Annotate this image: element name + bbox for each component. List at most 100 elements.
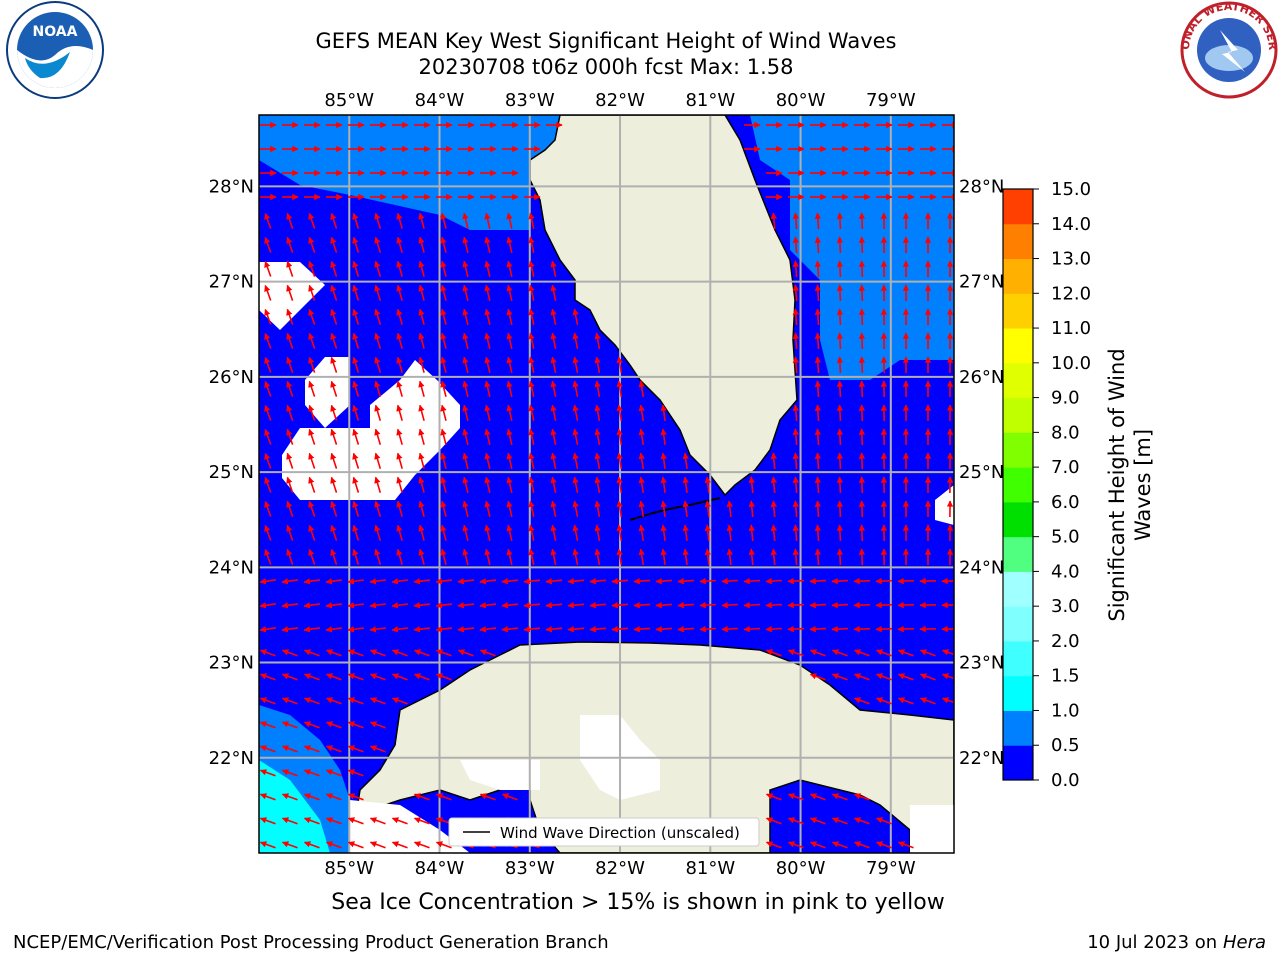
wind-arrow	[765, 817, 782, 825]
wind-arrow	[281, 721, 298, 729]
wind-arrow	[501, 793, 518, 801]
wind-arrow	[699, 577, 717, 585]
wind-arrow	[941, 697, 954, 704]
colorbar-segment	[1003, 571, 1033, 607]
wind-arrow	[264, 548, 272, 565]
wind-arrow	[396, 332, 403, 349]
wind-arrow	[440, 236, 447, 253]
wind-arrow	[853, 841, 870, 849]
wind-arrow	[308, 332, 316, 349]
lon-label-bottom: 81°W	[685, 858, 735, 879]
wind-arrow	[484, 524, 491, 541]
wind-arrow	[369, 626, 387, 633]
wind-arrow	[655, 625, 673, 633]
wind-arrow	[462, 524, 469, 541]
wind-arrow	[616, 476, 623, 494]
wind-arrow	[374, 260, 382, 277]
wind-arrow	[875, 697, 892, 705]
wind-arrow	[792, 332, 800, 350]
wind-arrow	[347, 649, 364, 657]
wind-arrow	[770, 500, 777, 518]
wind-arrow	[391, 673, 408, 681]
lat-label-left: 25°N	[209, 462, 254, 483]
axis-labels: 85°W 85°W 84°W 84°W 83°W 83°W 82°W 82°W 81°W 81°W…	[209, 90, 1005, 879]
wind-arrow	[374, 452, 382, 469]
wind-arrow	[264, 524, 272, 541]
wind-arrow	[814, 452, 822, 470]
wind-arrow	[352, 284, 360, 301]
wind-arrow	[572, 404, 579, 422]
wind-arrow	[330, 212, 338, 229]
wind-arrow	[765, 625, 783, 633]
wind-arrow	[726, 524, 733, 542]
wind-arrow	[660, 500, 667, 518]
wind-arrow	[418, 452, 425, 469]
chart-title: GEFS MEAN Key West Significant Height of…	[315, 29, 897, 53]
wind-arrow	[638, 476, 645, 494]
lon-label-top: 82°W	[595, 90, 645, 111]
wind-arrow	[374, 236, 382, 253]
wind-arrow	[264, 428, 272, 445]
wind-arrow	[528, 260, 535, 277]
wind-arrow	[506, 356, 513, 373]
wind-arrow	[462, 212, 469, 229]
wind-arrow	[875, 601, 893, 609]
colorbar-segment	[1003, 223, 1033, 260]
wind-arrow	[440, 356, 447, 373]
wind-arrow	[611, 626, 629, 633]
wind-arrow	[462, 548, 469, 565]
lat-label-left: 27°N	[209, 272, 254, 293]
wind-arrow	[325, 817, 342, 825]
wind-arrow	[418, 284, 425, 301]
wind-arrow	[440, 500, 447, 517]
wind-arrow	[836, 332, 844, 350]
wind-arrow	[721, 625, 739, 633]
wind-arrow	[484, 212, 491, 229]
lat-label-left: 22°N	[209, 748, 254, 769]
wind-arrow	[418, 260, 425, 277]
wind-arrow	[836, 476, 844, 494]
wind-arrow	[572, 524, 579, 542]
wind-arrow	[396, 260, 403, 277]
colorbar-tick-label: 5.0	[1051, 527, 1080, 548]
wind-arrow	[594, 428, 601, 446]
wind-arrow	[286, 404, 294, 421]
wind-arrow	[699, 601, 717, 609]
wind-arrow	[440, 404, 447, 421]
wind-arrow	[286, 524, 294, 541]
wind-arrow	[572, 452, 579, 470]
noaa-logo-text: NOAA	[33, 24, 78, 40]
wind-arrow	[479, 602, 497, 609]
lon-label-top: 84°W	[415, 90, 465, 111]
wind-arrow	[484, 308, 491, 325]
wind-arrow	[303, 602, 321, 609]
wind-arrow	[479, 626, 497, 633]
wind-arrow	[792, 548, 800, 566]
wind-arrow	[594, 500, 601, 518]
wind-arrow	[418, 428, 425, 445]
wind-arrow	[523, 578, 541, 585]
wind-arrow	[330, 284, 338, 301]
wind-arrow	[787, 817, 804, 825]
wind-arrow	[374, 308, 382, 325]
wind-arrow	[396, 452, 403, 469]
wind-arrow	[528, 524, 535, 541]
wind-arrow	[347, 793, 364, 801]
colorbar-segment	[1003, 189, 1033, 225]
wind-arrow	[770, 548, 777, 566]
colorbar-tick-label: 2.0	[1051, 631, 1080, 652]
wind-arrow	[616, 524, 623, 542]
colorbar-segment	[1003, 432, 1033, 468]
wind-arrow	[330, 428, 338, 445]
wind-arrow	[506, 548, 513, 565]
wind-arrow	[660, 404, 667, 422]
wind-arrow	[748, 524, 755, 542]
colorbar-label: Significant Height of Wind Waves [m]	[1105, 348, 1155, 621]
wind-arrows	[259, 121, 954, 849]
wind-arrow	[853, 673, 870, 681]
wind-arrow	[418, 500, 425, 517]
colorbar-tick-label: 13.0	[1051, 249, 1091, 270]
wind-arrow	[259, 626, 277, 633]
wind-arrow	[506, 524, 513, 541]
wind-arrow	[765, 793, 782, 801]
